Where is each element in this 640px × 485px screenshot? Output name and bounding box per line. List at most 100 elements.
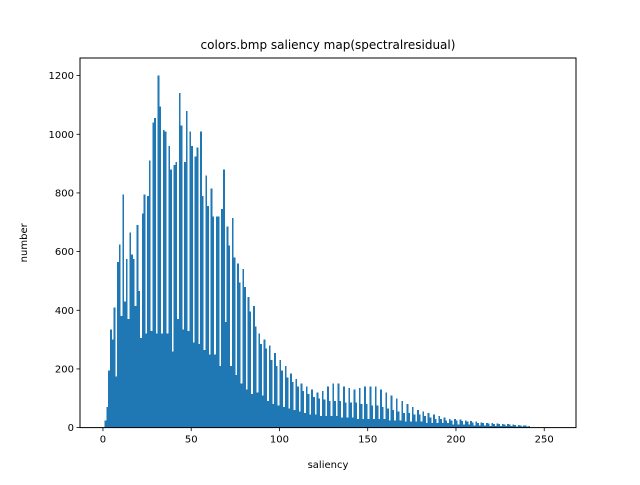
histogram-bar	[461, 421, 464, 428]
histogram-bar	[170, 169, 172, 428]
histogram-bar	[261, 395, 264, 428]
histogram-bar	[466, 421, 469, 428]
histogram-bar	[205, 175, 208, 428]
histogram-bar	[168, 146, 171, 428]
histogram-bar	[510, 426, 513, 428]
histogram-bar	[305, 386, 308, 428]
histogram-bar	[127, 319, 130, 428]
histogram-bar	[500, 425, 502, 428]
histogram-bar	[376, 405, 379, 428]
histogram-bar	[192, 342, 195, 428]
histogram-bar	[477, 422, 479, 428]
histogram-bar	[378, 418, 381, 428]
histogram-bar	[362, 418, 365, 428]
y-tick-label: 1000	[49, 130, 74, 141]
histogram-bar	[380, 389, 382, 428]
x-tick-label: 0	[100, 435, 106, 446]
histogram-bar	[394, 420, 396, 428]
histogram-bar	[171, 351, 174, 428]
histogram-bar	[106, 407, 109, 428]
histogram-bar	[413, 414, 416, 428]
histogram-bar	[519, 425, 522, 428]
histogram-bar	[154, 118, 156, 428]
histogram-bar	[457, 424, 460, 428]
histogram-bar	[485, 422, 488, 428]
histogram-bar	[355, 402, 358, 428]
histogram-bar	[470, 421, 472, 428]
histogram-bar	[256, 392, 259, 428]
histogram-bar	[515, 426, 518, 428]
histogram-bar	[480, 422, 483, 428]
histogram-bar	[337, 383, 340, 428]
histogram-bar	[207, 206, 209, 428]
bars-group	[104, 75, 531, 428]
histogram-bar	[178, 93, 181, 428]
histogram-bar	[335, 415, 338, 428]
histogram-bar	[468, 424, 471, 428]
histogram-bar	[521, 426, 524, 428]
histogram-bar	[245, 389, 248, 428]
histogram-bar	[473, 425, 476, 428]
histogram-bar	[196, 147, 199, 428]
histogram-bar	[141, 213, 144, 428]
histogram-bar	[288, 408, 291, 428]
histogram-bar	[272, 404, 275, 428]
histogram-bar	[270, 360, 273, 428]
histogram-bar	[343, 386, 345, 428]
histogram-bar	[155, 333, 158, 428]
histogram-bar	[505, 426, 508, 428]
histogram-bar	[263, 339, 266, 428]
x-tick-label: 50	[185, 435, 198, 446]
histogram-bar	[501, 424, 504, 428]
histogram-bar	[159, 106, 162, 428]
y-tick-label: 0	[68, 423, 74, 434]
y-tick-label: 200	[55, 364, 74, 375]
histogram-bar	[184, 162, 186, 428]
histogram-bar	[395, 398, 398, 428]
histogram-bar	[514, 424, 516, 428]
histogram-bar	[311, 389, 313, 428]
histogram-bar	[433, 414, 435, 428]
histogram-bar	[440, 418, 442, 428]
histogram-bar	[249, 311, 252, 428]
histogram-bar	[275, 366, 278, 428]
histogram-bar	[498, 424, 501, 428]
histogram-bar	[185, 110, 188, 428]
histogram-bar	[235, 374, 238, 428]
histogram-bar	[148, 160, 151, 428]
histogram-bar	[302, 390, 305, 428]
histogram-bar	[332, 383, 335, 428]
histogram-bar	[182, 329, 185, 428]
histogram-bar	[459, 419, 462, 428]
histogram-bar	[434, 418, 437, 428]
x-axis-ticks: 0 50 100 150 200 250	[100, 427, 554, 446]
histogram-bar	[452, 424, 455, 428]
histogram-bar	[251, 393, 253, 428]
histogram-bar	[145, 333, 148, 428]
histogram-bar	[307, 393, 310, 428]
histogram-bar	[293, 410, 296, 428]
histogram-bar	[314, 414, 317, 428]
histogram-bar	[346, 417, 349, 428]
histogram-bar	[164, 131, 167, 428]
histogram-bar	[212, 216, 215, 428]
histogram-bar	[274, 352, 276, 428]
histogram-bar	[161, 333, 163, 428]
histogram-bar	[252, 305, 255, 428]
chart-title: colors.bmp saliency map(spectralresidual…	[201, 38, 456, 52]
histogram-bar	[295, 379, 298, 428]
histogram-bar	[316, 392, 319, 428]
histogram-bar	[290, 373, 292, 428]
histogram-bar	[385, 392, 388, 428]
histogram-bar	[507, 424, 509, 428]
histogram-bar	[503, 424, 506, 428]
histogram-bar	[238, 282, 241, 428]
histogram-bar	[517, 424, 520, 428]
histogram-bar	[373, 418, 375, 428]
histogram-bar	[464, 420, 467, 428]
histogram-bar	[427, 412, 430, 428]
histogram-bar	[496, 423, 499, 428]
x-tick-label: 200	[446, 435, 465, 446]
histogram-bar	[381, 407, 384, 428]
